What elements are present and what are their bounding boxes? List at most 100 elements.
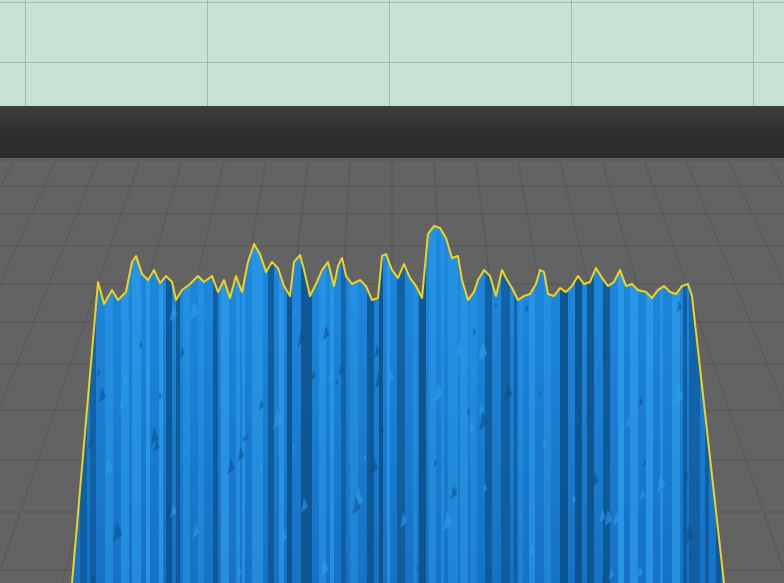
mesh-ridge-stripe — [132, 226, 141, 583]
mesh-facet — [158, 391, 162, 400]
mesh-facet — [237, 446, 245, 462]
mesh-ridge-stripe — [485, 226, 492, 583]
mesh-facet — [293, 307, 297, 316]
mesh-facet — [472, 327, 477, 336]
mesh-facet — [592, 471, 599, 488]
mesh-ridge-stripe — [646, 226, 653, 583]
mesh-ridge-stripe — [689, 226, 700, 583]
mesh-facet — [374, 370, 383, 390]
mesh-facet — [642, 459, 647, 467]
floor-grid-line — [643, 159, 784, 573]
mesh-facet — [153, 438, 160, 453]
mesh-ridge-stripe — [268, 226, 274, 583]
mesh-ridge-stripe — [176, 226, 180, 583]
mesh-ridge-stripe — [367, 226, 374, 583]
mesh-facet — [450, 485, 458, 500]
mesh-ridge-stripe — [705, 226, 709, 583]
mesh-facet — [273, 408, 283, 430]
mesh-facet — [170, 502, 178, 519]
mesh-facet — [338, 362, 345, 376]
mesh-facet — [242, 435, 246, 443]
mesh-facet — [688, 550, 693, 561]
mesh-ridge-stripe — [470, 226, 477, 583]
mesh-ridge-stripe — [501, 226, 510, 583]
mesh-facet — [259, 463, 264, 473]
mesh-facet — [542, 437, 547, 448]
mesh-ridge-stripe — [146, 226, 150, 583]
mesh-facet — [322, 325, 330, 341]
mesh-ridge-stripe — [560, 226, 568, 583]
mesh-facet — [538, 389, 542, 397]
floor-grid-line — [0, 159, 57, 285]
mesh-facet — [637, 565, 643, 578]
floor-grid-line — [0, 159, 99, 409]
mesh-facet — [442, 510, 453, 532]
floor-grid-line — [769, 159, 784, 189]
background-horizon-wall — [0, 106, 784, 160]
selection-outline — [71, 225, 725, 583]
mesh-ridge-stripe — [90, 226, 96, 583]
mesh-ridge-stripe — [183, 226, 190, 583]
mesh-ridge-stripe — [198, 226, 204, 583]
mesh-facet — [400, 512, 408, 529]
mesh-ridge-stripe — [159, 226, 163, 583]
mesh-facet — [571, 494, 577, 504]
mesh-facet — [328, 369, 334, 382]
mesh-ridge-stripe — [413, 226, 417, 583]
mesh-facet — [87, 436, 94, 451]
mesh-facet — [281, 528, 288, 543]
mesh-facet — [139, 340, 143, 350]
mesh-ridge-stripe — [683, 226, 687, 583]
mesh-facet — [374, 343, 381, 358]
mesh-facet — [96, 368, 101, 378]
mesh-facet — [189, 300, 199, 321]
mesh-facet — [504, 382, 513, 402]
mesh-facet — [259, 398, 265, 411]
mesh-ridge-stripe — [341, 226, 346, 583]
mesh-facet — [494, 302, 498, 309]
mesh-facet — [297, 329, 306, 347]
mesh-ridge-stripe — [397, 226, 405, 583]
mesh-facet — [366, 541, 373, 556]
mesh-ridge-stripe — [221, 226, 229, 583]
mesh-ridge-stripe — [672, 226, 680, 583]
mesh-ridge-stripe — [287, 226, 292, 583]
mesh-facet — [192, 522, 200, 539]
mesh-ridge-stripe — [429, 226, 436, 583]
mesh-ridge-stripe — [660, 226, 663, 583]
mesh-facet — [180, 346, 185, 358]
mesh-facet — [639, 488, 646, 501]
floor-grid-line — [685, 159, 784, 409]
mesh-ridge-stripe — [448, 226, 458, 583]
mesh-facet — [335, 379, 339, 386]
mesh-ridge-stripe — [279, 226, 284, 583]
mesh-ridge-stripe — [618, 226, 624, 583]
mesh-ridge-stripe — [460, 226, 468, 583]
mesh-facet — [368, 454, 379, 476]
mesh-facet — [586, 415, 590, 424]
mesh-facet — [245, 432, 250, 441]
mesh-facet — [684, 470, 690, 483]
mesh-ridge-stripe — [80, 226, 87, 583]
mesh-facet — [638, 396, 644, 407]
mesh-facet — [311, 370, 316, 381]
mesh-facet — [378, 423, 385, 436]
mesh-facet — [363, 453, 367, 461]
mesh-ridge-stripe — [301, 226, 312, 583]
mesh-facet — [291, 442, 296, 451]
mesh-facet — [656, 473, 666, 493]
mesh-facet — [602, 349, 608, 362]
blue-ridged-mesh[interactable] — [71, 220, 725, 583]
mesh-ridge-stripe — [575, 226, 582, 583]
mesh-facet — [604, 509, 613, 527]
mesh-ridge-stripe — [587, 226, 594, 583]
mesh-facet — [674, 385, 684, 406]
mesh-facet — [529, 544, 536, 557]
mesh-facet — [302, 476, 306, 485]
mesh-facet — [599, 508, 606, 523]
mesh-facet — [132, 345, 136, 354]
mesh-facet — [684, 523, 695, 545]
mesh-facet — [352, 496, 361, 515]
background-sky-grid — [0, 0, 784, 112]
